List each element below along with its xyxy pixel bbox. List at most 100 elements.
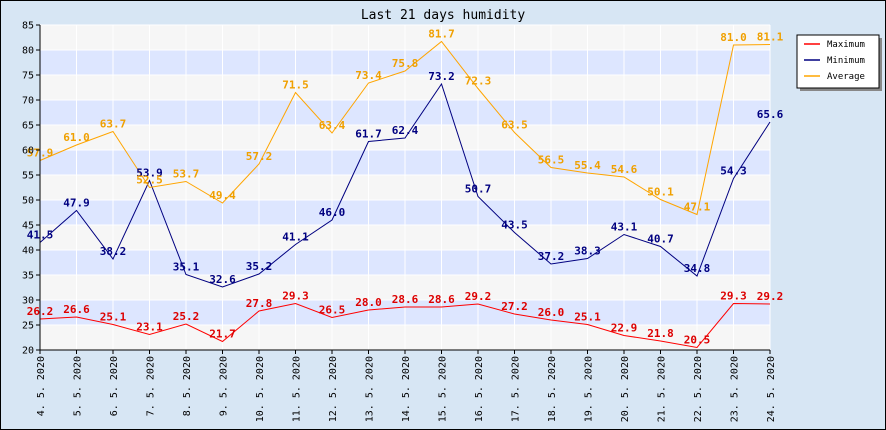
x-tick-label: 18. 5. 2020 [547,356,558,422]
data-label: 20.5 [684,334,711,347]
x-axis-ticks: 4. 5. 2020 5. 5. 2020 6. 5. 2020 7. 5. 2020… [36,350,777,422]
x-tick-label: 6. 5. 2020 [109,356,120,416]
data-label: 29.2 [465,290,492,303]
data-label: 43.1 [611,221,638,234]
data-label: 73.2 [428,70,455,83]
data-label: 35.1 [173,261,200,274]
data-label: 35.2 [246,260,273,273]
data-label: 50.1 [647,186,674,199]
series-lines [39,40,771,349]
series-line-minimum [39,82,771,288]
data-label: 26.5 [319,304,346,317]
data-label: 23.1 [136,321,163,334]
data-label: 52.5 [136,174,163,187]
data-label: 72.3 [465,75,492,88]
chart-title: Last 21 days humidity [361,8,526,23]
data-label: 81.7 [428,28,455,41]
data-label: 32.6 [209,273,236,286]
legend: Maximum Minimum Average [796,34,882,91]
data-label: 25.2 [173,310,200,323]
data-label: 29.3 [282,290,309,303]
data-label: 50.7 [465,183,492,196]
x-tick-label: 17. 5. 2020 [511,356,522,422]
legend-label-minimum: Minimum [827,56,865,66]
y-tick-label: 65 [22,121,34,132]
data-label: 37.2 [538,250,565,263]
x-tick-label: 20. 5. 2020 [620,356,631,422]
data-label: 63.4 [319,119,346,132]
x-tick-label: 7. 5. 2020 [146,356,157,416]
y-tick-label: 25 [22,321,34,332]
data-label: 25.1 [100,311,127,324]
data-label: 34.8 [684,262,711,275]
y-tick-label: 45 [22,221,34,232]
data-label: 28.0 [355,296,382,309]
data-label: 47.1 [684,201,711,214]
data-label: 57.2 [246,150,273,163]
data-label: 29.2 [757,290,784,303]
x-tick-label: 19. 5. 2020 [584,356,595,422]
y-tick-label: 55 [22,171,34,182]
data-label: 27.8 [246,297,273,310]
data-label: 29.3 [720,290,747,303]
data-label: 26.0 [538,306,565,319]
series-line-maximum [39,302,771,349]
data-label: 43.5 [501,219,528,232]
data-label: 62.4 [392,124,419,137]
data-label: 21.7 [209,328,236,341]
y-tick-label: 40 [22,246,34,257]
data-label: 63.5 [501,119,528,132]
legend-label-average: Average [827,72,865,82]
x-tick-label: 16. 5. 2020 [474,356,485,422]
x-tick-label: 13. 5. 2020 [365,356,376,422]
y-tick-label: 35 [22,271,34,282]
x-tick-label: 15. 5. 2020 [438,356,449,422]
legend-label-maximum: Maximum [827,40,865,50]
y-tick-label: 85 [22,21,34,32]
data-label: 54.6 [611,163,638,176]
data-label: 49.4 [209,189,236,202]
x-tick-label: 23. 5. 2020 [730,356,741,422]
x-tick-label: 12. 5. 2020 [328,356,339,422]
data-label: 46.0 [319,206,346,219]
y-tick-label: 30 [22,296,34,307]
y-tick-label: 20 [22,346,34,357]
data-label: 81.0 [720,31,747,44]
x-tick-label: 14. 5. 2020 [401,356,412,422]
x-tick-label: 24. 5. 2020 [766,356,777,422]
data-label: 41.1 [282,231,309,244]
y-tick-label: 60 [22,146,34,157]
data-label: 26.6 [63,303,90,316]
data-label: 65.6 [757,108,784,121]
x-tick-label: 8. 5. 2020 [182,356,193,416]
y-tick-label: 75 [22,71,34,82]
data-label: 28.6 [428,293,455,306]
x-tick-label: 9. 5. 2020 [219,356,230,416]
y-tick-label: 70 [22,96,34,107]
data-label: 55.4 [574,159,601,172]
data-label: 40.7 [647,233,674,246]
data-label: 21.8 [647,327,674,340]
x-tick-label: 5. 5. 2020 [73,356,84,416]
data-label: 75.8 [392,57,419,70]
data-label: 38.2 [100,245,127,258]
y-tick-label: 80 [22,46,34,57]
y-axis-ticks: 20 25 30 35 40 45 50 55 60 65 70 75 80 85 [22,21,40,357]
x-tick-label: 21. 5. 2020 [657,356,668,422]
data-label: 27.2 [501,300,528,313]
data-label: 61.7 [355,128,382,141]
data-label: 53.7 [173,168,200,181]
data-label: 73.4 [355,69,382,82]
data-label: 63.7 [100,118,127,131]
x-tick-label: 11. 5. 2020 [292,356,303,422]
data-label: 38.3 [574,245,601,258]
data-label: 22.9 [611,322,638,335]
y-tick-label: 50 [22,196,34,207]
x-tick-label: 22. 5. 2020 [693,356,704,422]
data-label: 71.5 [282,79,309,92]
series-line-average [39,40,771,216]
data-label: 56.5 [538,154,565,167]
x-tick-label: 4. 5. 2020 [36,356,47,416]
